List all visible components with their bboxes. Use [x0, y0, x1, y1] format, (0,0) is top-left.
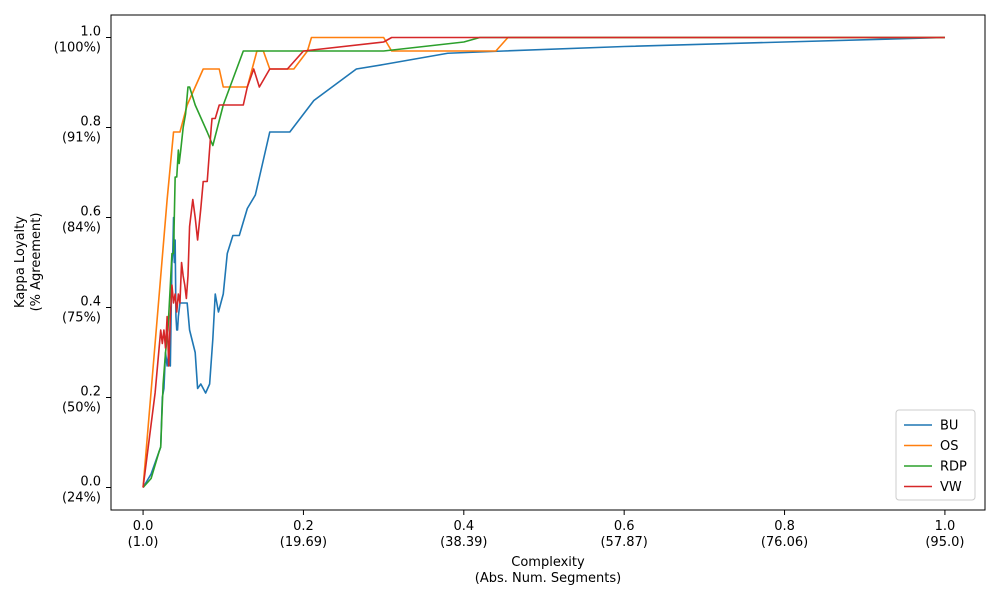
y-tick-sublabel: (84%) — [62, 221, 101, 236]
x-tick-label: 0.0 — [133, 519, 154, 534]
y-tick-label: 0.2 — [80, 385, 101, 400]
y-tick-label: 0.8 — [80, 115, 101, 130]
y-tick-label: 0.4 — [80, 295, 101, 310]
y-tick-sublabel: (100%) — [54, 41, 101, 56]
y-tick-label: 0.6 — [80, 205, 101, 220]
x-axis: 0.0(1.0) 0.2(19.69) 0.4(38.39) 0.6(57.87) 0.… — [128, 510, 964, 550]
y-axis-label: Kappa Loyalty — [13, 216, 28, 308]
plot-frame — [110, 14, 986, 511]
legend-label-rdp: RDP — [940, 460, 967, 475]
x-axis-label: Complexity — [511, 555, 585, 570]
x-tick-sublabel: (38.39) — [440, 535, 487, 550]
y-tick-label: 1.0 — [80, 25, 101, 40]
y-axis-sublabel: (% Agreement) — [29, 213, 44, 312]
legend-label-vw: VW — [940, 480, 962, 495]
y-tick-sublabel: (24%) — [62, 491, 101, 506]
y-tick-sublabel: (75%) — [62, 311, 101, 326]
series-line-os — [142, 36, 945, 488]
x-tick-sublabel: (1.0) — [128, 535, 159, 550]
x-tick-label: 0.4 — [453, 519, 474, 534]
legend-label-bu: BU — [940, 419, 958, 434]
x-tick-sublabel: (95.0) — [925, 535, 964, 550]
x-tick-sublabel: (57.87) — [600, 535, 647, 550]
x-tick-sublabel: (19.69) — [280, 535, 327, 550]
x-tick-label: 0.2 — [293, 519, 314, 534]
y-tick-label: 0.0 — [80, 475, 101, 490]
y-tick-sublabel: (50%) — [62, 401, 101, 416]
series-line-bu — [142, 36, 945, 488]
x-axis-sublabel: (Abs. Num. Segments) — [475, 571, 622, 586]
legend-box — [895, 409, 976, 501]
legend: BU OS RDP VW — [895, 409, 976, 501]
legend-label-os: OS — [940, 439, 958, 454]
x-tick-label: 1.0 — [935, 519, 956, 534]
series-line-rdp — [142, 36, 945, 489]
plot-lines — [142, 36, 945, 489]
x-tick-sublabel: (76.06) — [761, 535, 808, 550]
x-tick-label: 0.6 — [614, 519, 635, 534]
x-tick-label: 0.8 — [774, 519, 795, 534]
y-axis: 0.0(24%) 0.2(50%) 0.4(75%) 0.6(84%) 0.8(91%)… — [54, 25, 111, 506]
series-line-vw — [142, 36, 945, 488]
y-tick-sublabel: (91%) — [62, 131, 101, 146]
